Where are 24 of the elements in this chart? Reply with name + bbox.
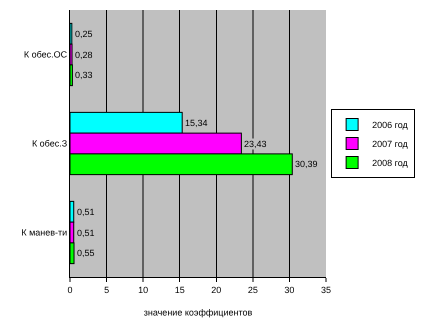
x-tick-label: 20 [211,284,222,295]
legend-label: 2008 год [372,158,409,168]
data-label: 15,34 [185,118,208,128]
data-label: 30,39 [295,159,318,169]
x-tick-label: 25 [248,284,258,295]
data-label: 0,51 [77,228,95,238]
x-tick-label: 35 [320,284,332,295]
legend-label: 2007 год [372,139,409,150]
x-tick-label: 5 [104,284,110,295]
data-label: 0,33 [75,70,93,80]
data-label: 0,55 [77,248,95,258]
x-tick-label: 15 [174,284,185,295]
data-label: 23,43 [244,139,267,149]
data-label: 0,25 [75,29,93,39]
y-tick-label: К обес.З [32,138,68,149]
x-tick-label: 30 [284,284,294,295]
y-tick-label: К манев-ти [21,228,68,238]
x-tick-label: 0 [67,284,73,295]
x-tick-label: 10 [138,284,148,295]
y-tick-label: К обес.ОС [24,50,68,60]
data-label: 0,28 [75,50,93,60]
legend-label: 2006 год [372,120,409,130]
data-label: 0,51 [77,207,95,217]
x-axis-title: значение коэффициентов [144,308,252,318]
